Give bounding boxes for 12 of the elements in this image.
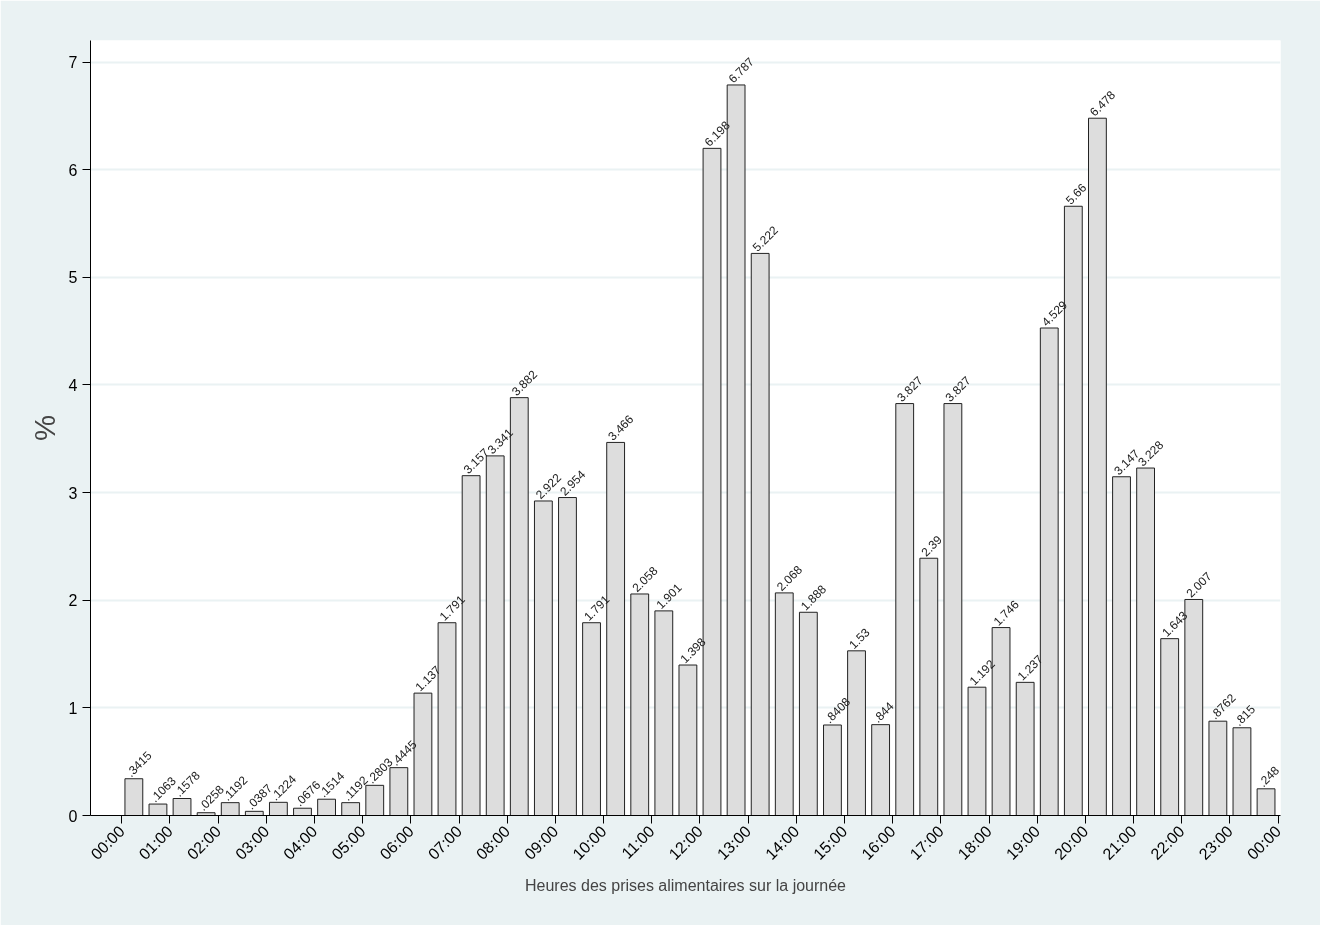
data-label: 5.66 [1062,180,1090,208]
y-tick-label: 7 [68,54,78,72]
y-tick-label: 4 [68,376,78,394]
y-tick-label: 2 [68,592,78,610]
y-axis-title: % [27,414,61,442]
x-axis-title: Heures des prises alimentaires sur la journée [524,876,847,894]
y-tick-label: 6 [68,161,78,179]
data-label: 1.53 [846,625,873,652]
y-tick-label: 0 [68,807,78,825]
y-tick-label: 3 [68,484,78,502]
y-tick-label: 1 [68,699,78,717]
y-tick-label: 5 [68,269,78,287]
